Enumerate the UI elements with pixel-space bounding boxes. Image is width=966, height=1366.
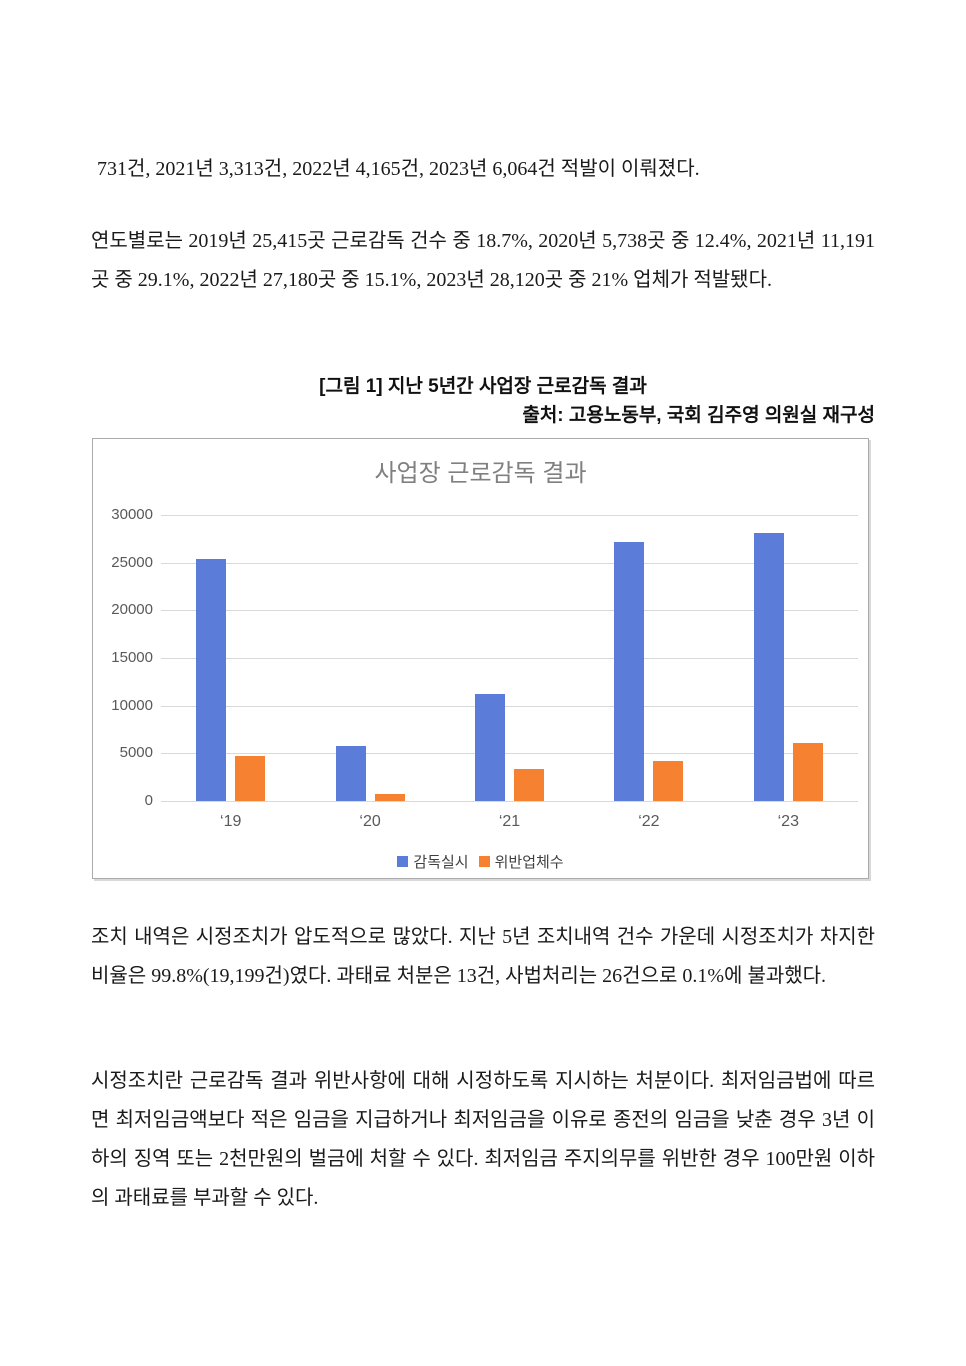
paragraph-4: 시정조치란 근로감독 결과 위반사항에 대해 시정하도록 지시하는 처분이다. … — [91, 1070, 875, 1209]
paragraph-3: 조치 내역은 시정조치가 압도적으로 많았다. 지난 5년 조치내역 건수 가운… — [91, 926, 875, 987]
bar-위반업체수-22 — [653, 761, 684, 801]
y-axis-tick-label: 10000 — [111, 696, 153, 714]
chart-legend: 감독실시 위반업체수 — [93, 851, 868, 872]
bar-감독실시-20 — [335, 746, 366, 801]
gridline — [161, 658, 858, 659]
bar-감독실시-23 — [753, 532, 784, 801]
chart-x-axis-labels: ‘19 ‘20 ‘21 ‘22 ‘23 — [161, 813, 858, 837]
bar-감독실시-19 — [196, 558, 227, 801]
y-axis-tick-label: 20000 — [111, 601, 153, 619]
x-axis-tick-label: ‘21 — [498, 813, 521, 830]
y-axis-tick-label: 30000 — [111, 506, 153, 523]
x-axis-tick-label: ‘20 — [359, 813, 381, 830]
y-axis-tick-label: 0 — [144, 792, 153, 809]
bar-위반업체수-23 — [792, 743, 823, 801]
chart-title: 사업장 근로감독 결과 — [374, 460, 587, 487]
figure-source: 출처: 고용노동부, 국회 김주영 의원실 재구성 — [522, 405, 875, 426]
gridline — [161, 610, 858, 612]
y-axis-tick-label: 15000 — [111, 649, 153, 666]
x-axis-tick-label: ‘22 — [638, 813, 660, 830]
bar-감독실시-22 — [614, 541, 645, 801]
gridline — [161, 801, 858, 802]
legend-item-감독실시: 감독실시 — [397, 851, 469, 872]
gridline — [161, 705, 858, 707]
bar-위반업체수-19 — [235, 755, 266, 801]
gridline — [161, 753, 858, 755]
bar-감독실시-21 — [475, 694, 505, 801]
bar-chart: 사업장 근로감독 결과 0 5000 10000 15000 20000 25000 300… — [92, 438, 869, 879]
chart-plot-area: 0 5000 10000 15000 20000 25000 30000 — [111, 506, 858, 809]
gridline — [161, 515, 858, 516]
bar-위반업체수-21 — [514, 769, 544, 801]
bar-위반업체수-20 — [374, 794, 405, 801]
legend-label: 감독실시 — [413, 854, 469, 871]
y-axis-tick-label: 25000 — [111, 553, 153, 571]
legend-swatch-icon — [478, 856, 490, 867]
legend-item-위반업체수: 위반업체수 — [478, 851, 564, 872]
paragraph-1: 731건, 2021년 3,313건, 2022년 4,165건, 2023년 … — [97, 158, 700, 180]
paragraph-2: 연도별로는 2019년 25,415곳 근로감독 건수 중 18.7%, 202… — [91, 230, 875, 291]
y-axis-tick-label: 5000 — [119, 744, 153, 762]
legend-label: 위반업체수 — [494, 854, 564, 871]
gridline — [161, 562, 858, 564]
legend-swatch-icon — [397, 856, 409, 867]
x-axis-tick-label: ‘23 — [777, 813, 799, 830]
x-axis-tick-label: ‘19 — [220, 813, 242, 830]
figure-caption: [그림 1] 지난 5년간 사업장 근로감독 결과 — [319, 376, 647, 397]
